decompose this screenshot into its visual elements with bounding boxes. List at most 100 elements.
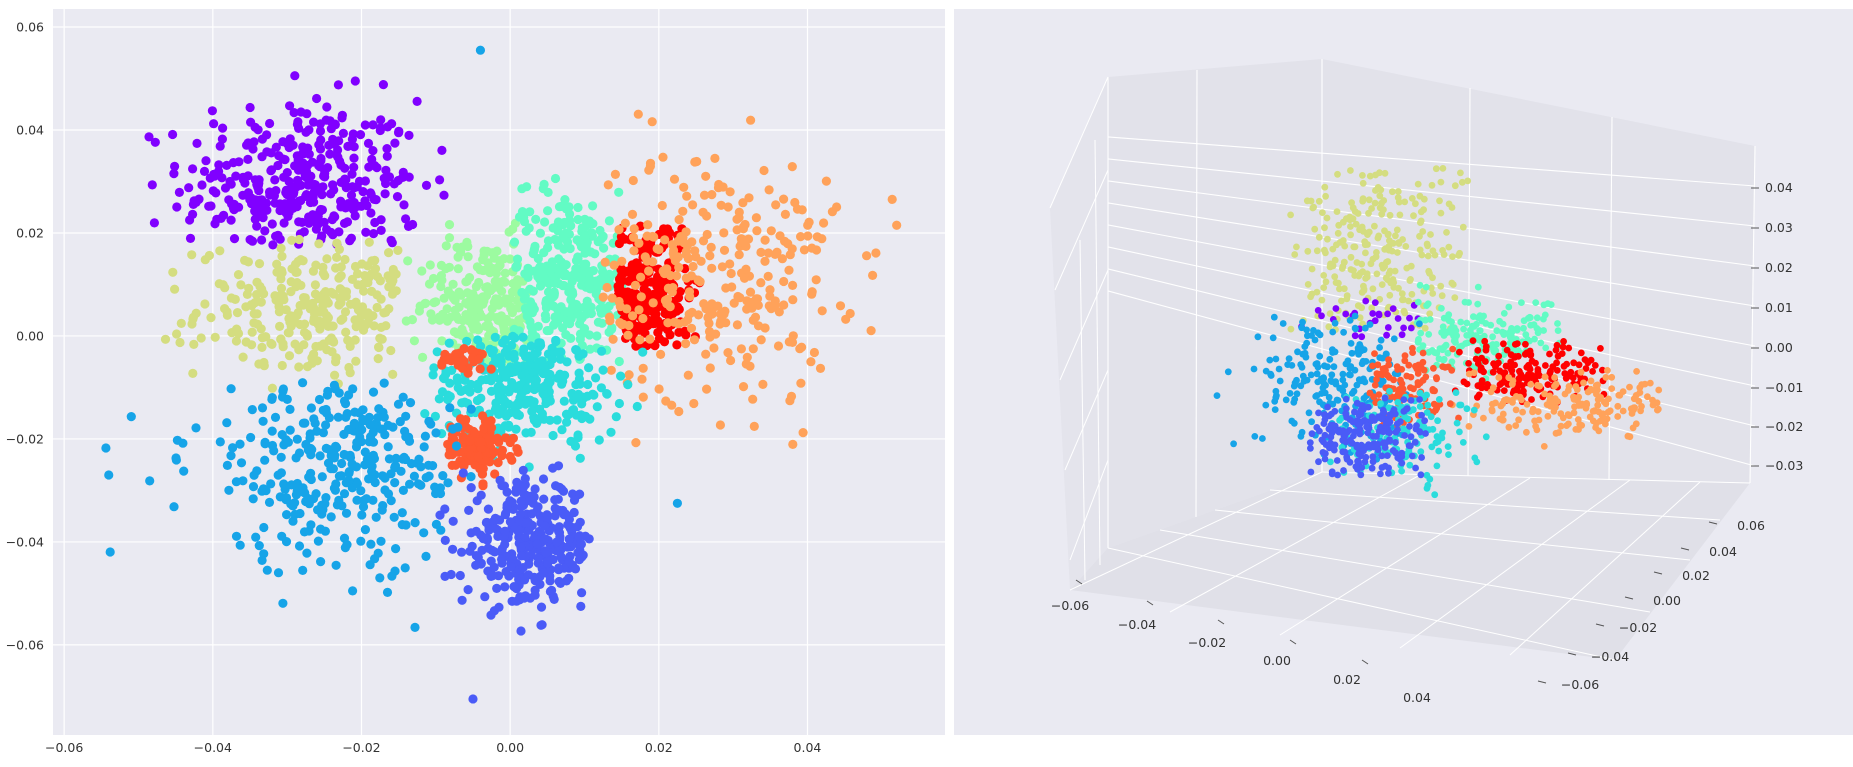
data-point-3d xyxy=(1429,290,1437,297)
data-point xyxy=(267,219,277,229)
data-point xyxy=(763,248,774,258)
data-point-3d xyxy=(1335,428,1343,436)
data-point-3d xyxy=(1529,405,1537,413)
data-point xyxy=(488,571,498,581)
data-point xyxy=(571,345,582,355)
data-point xyxy=(145,476,155,486)
data-point xyxy=(614,225,624,235)
data-point-3d xyxy=(1481,337,1489,345)
data-point xyxy=(497,554,507,565)
data-point-3d xyxy=(1405,297,1412,305)
data-point xyxy=(315,126,326,136)
data-point xyxy=(257,486,267,496)
data-point-3d xyxy=(1357,471,1365,479)
data-point xyxy=(437,387,448,397)
data-point xyxy=(745,287,756,297)
data-point xyxy=(493,458,503,468)
data-point-3d xyxy=(1385,356,1392,363)
data-point-3d xyxy=(1299,318,1306,326)
data-point-3d xyxy=(1342,360,1350,368)
data-point xyxy=(252,466,262,476)
data-point-outlier xyxy=(468,694,478,704)
data-point-3d xyxy=(1433,374,1440,381)
data-point-3d xyxy=(1416,232,1423,240)
data-point xyxy=(381,321,391,331)
data-point-3d xyxy=(1386,387,1393,395)
data-point xyxy=(807,287,817,297)
data-point-3d xyxy=(1418,364,1425,372)
data-point-3d xyxy=(1416,281,1424,289)
data-point-3d xyxy=(1451,294,1459,301)
data-point xyxy=(291,310,302,320)
data-point xyxy=(577,588,587,598)
data-point-3d xyxy=(1500,310,1508,317)
data-point xyxy=(235,439,245,449)
data-point-3d xyxy=(1276,377,1284,385)
y-tick-labels-2d: 0.060.040.020.00−0.02−0.04−0.06 xyxy=(6,20,44,653)
data-point xyxy=(280,202,290,212)
data-point xyxy=(342,409,352,419)
data-point xyxy=(271,295,281,305)
data-point-3d xyxy=(1386,429,1393,437)
data-point xyxy=(544,325,554,336)
data-point-3d xyxy=(1272,387,1280,395)
data-point xyxy=(474,277,484,288)
data-point xyxy=(609,260,619,270)
data-point xyxy=(531,214,541,224)
data-point xyxy=(544,378,554,388)
data-point-3d xyxy=(1614,413,1622,420)
data-point-3d xyxy=(1376,370,1384,378)
grid-line-3d xyxy=(1094,139,1101,566)
data-point xyxy=(305,433,315,443)
data-point xyxy=(526,321,536,331)
data-point xyxy=(627,260,637,270)
data-point xyxy=(321,115,331,125)
data-point xyxy=(459,460,469,471)
data-point xyxy=(246,432,256,443)
data-point xyxy=(458,356,468,366)
data-point xyxy=(504,571,514,581)
data-point xyxy=(316,204,326,215)
data-point xyxy=(798,428,808,438)
data-point xyxy=(265,118,275,129)
data-point xyxy=(509,324,519,334)
data-point-3d xyxy=(1347,167,1354,174)
data-point xyxy=(430,411,440,421)
data-point xyxy=(280,484,290,494)
data-point-3d xyxy=(1445,317,1453,325)
data-point-3d xyxy=(1307,468,1315,476)
data-point xyxy=(554,202,565,212)
data-point xyxy=(366,539,376,549)
data-point-3d xyxy=(1419,349,1427,357)
grid-line-3d xyxy=(1279,477,1531,636)
data-point xyxy=(401,520,411,530)
y-tick-mark-3d xyxy=(1595,623,1605,627)
data-point xyxy=(623,380,633,390)
data-point xyxy=(257,235,267,245)
data-point xyxy=(247,340,257,350)
data-point xyxy=(522,182,532,192)
data-point xyxy=(281,305,291,315)
data-point xyxy=(315,316,325,326)
data-point xyxy=(565,209,575,219)
data-point-3d xyxy=(1386,267,1394,275)
data-point xyxy=(386,235,396,245)
data-point-3d xyxy=(1518,382,1526,389)
data-point xyxy=(517,207,528,217)
data-point xyxy=(314,140,324,150)
data-point-3d xyxy=(1428,443,1436,451)
data-point xyxy=(369,321,379,331)
data-point xyxy=(224,195,234,205)
data-point xyxy=(472,262,482,272)
data-point xyxy=(635,335,645,345)
data-point xyxy=(172,202,182,212)
data-point xyxy=(393,399,404,409)
data-point xyxy=(519,217,530,227)
data-point xyxy=(466,404,476,414)
data-point xyxy=(252,290,262,300)
data-point xyxy=(681,227,691,237)
data-point xyxy=(395,417,405,427)
data-point xyxy=(259,357,269,368)
x-tick-label-3d: 0.02 xyxy=(1333,672,1361,687)
data-point xyxy=(375,333,385,343)
